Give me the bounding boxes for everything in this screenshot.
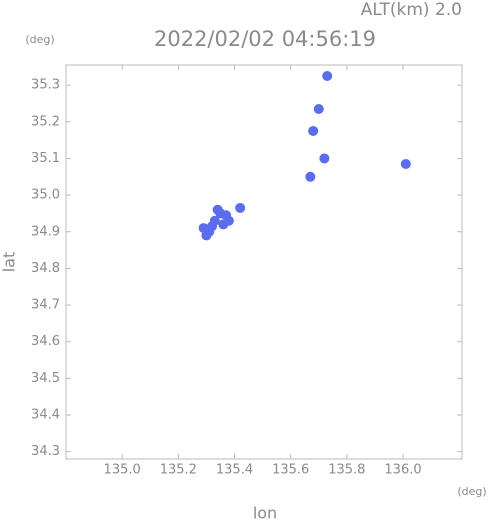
x-tick-label: 135.0 [104,463,141,478]
x-tick-label: 135.2 [160,463,197,478]
y-tick-label: 34.9 [31,224,60,239]
echo-point [305,171,316,182]
x-tick-label: 135.4 [216,463,253,478]
echo-point [319,153,330,164]
x-axis-label: lon [253,504,277,521]
echo-point [198,223,209,234]
y-tick-label: 35.2 [31,114,60,129]
echo-point [212,204,223,215]
y-tick-label: 34.6 [31,334,60,349]
y-tick-label: 35.1 [31,151,60,166]
echo-point [313,103,324,114]
y-tick-label: 34.5 [31,371,60,386]
y-unit: (deg) [25,33,54,46]
x-tick-label: 135.8 [328,463,365,478]
y-tick-label: 34.3 [31,444,60,459]
echo-point [223,215,234,226]
echo-point [400,158,411,169]
y-axis-label: lat [0,252,19,273]
echo-point [207,221,218,232]
x-tick-label: 135.6 [272,463,309,478]
echo-point [308,125,319,136]
x-unit: (deg) [457,485,486,498]
y-tick-label: 34.7 [31,298,60,313]
plot-frame [65,64,463,460]
echo-point [235,202,246,213]
y-tick-label: 34.8 [31,261,60,276]
echo-point [322,70,333,81]
chart-subtitle: ALT(km) 2.0 [361,0,462,20]
x-tick-label: 136.0 [384,463,421,478]
y-tick-label: 35.0 [31,188,60,203]
y-tick-label: 34.4 [31,408,60,423]
chart-title: 2022/02/02 04:56:19 [154,27,376,51]
y-tick-label: 35.3 [31,78,60,93]
